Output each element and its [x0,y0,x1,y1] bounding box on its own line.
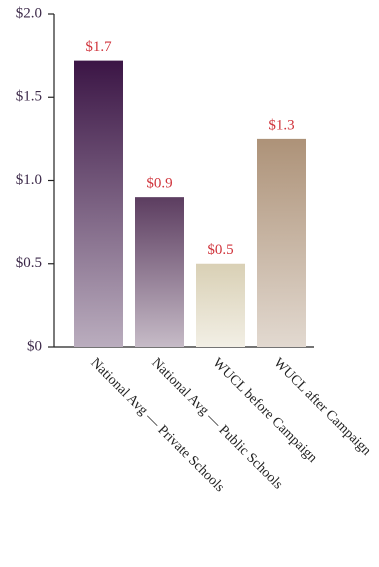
y-tick-label: $0.5 [16,255,42,271]
value-label: $0.5 [207,242,233,258]
value-label: $0.9 [146,176,172,192]
x-tick-label: WUCL after Campaign [270,355,373,458]
bar [257,138,306,347]
y-tick-label: $1.5 [16,89,42,105]
x-tick-label: National Avg — Public Schools [148,355,285,492]
value-label: $1.3 [268,117,294,133]
value-label: $1.7 [85,39,112,55]
y-tick-label: $2.0 [16,5,42,21]
x-tick-label: WUCL before Campaign [209,355,319,465]
y-tick-label: $0 [27,338,42,354]
bar [74,60,123,348]
x-tick-label: National Avg — Private Schools [87,355,227,495]
bar [135,197,184,347]
y-tick-label: $1.0 [16,172,42,188]
bar [196,263,245,347]
